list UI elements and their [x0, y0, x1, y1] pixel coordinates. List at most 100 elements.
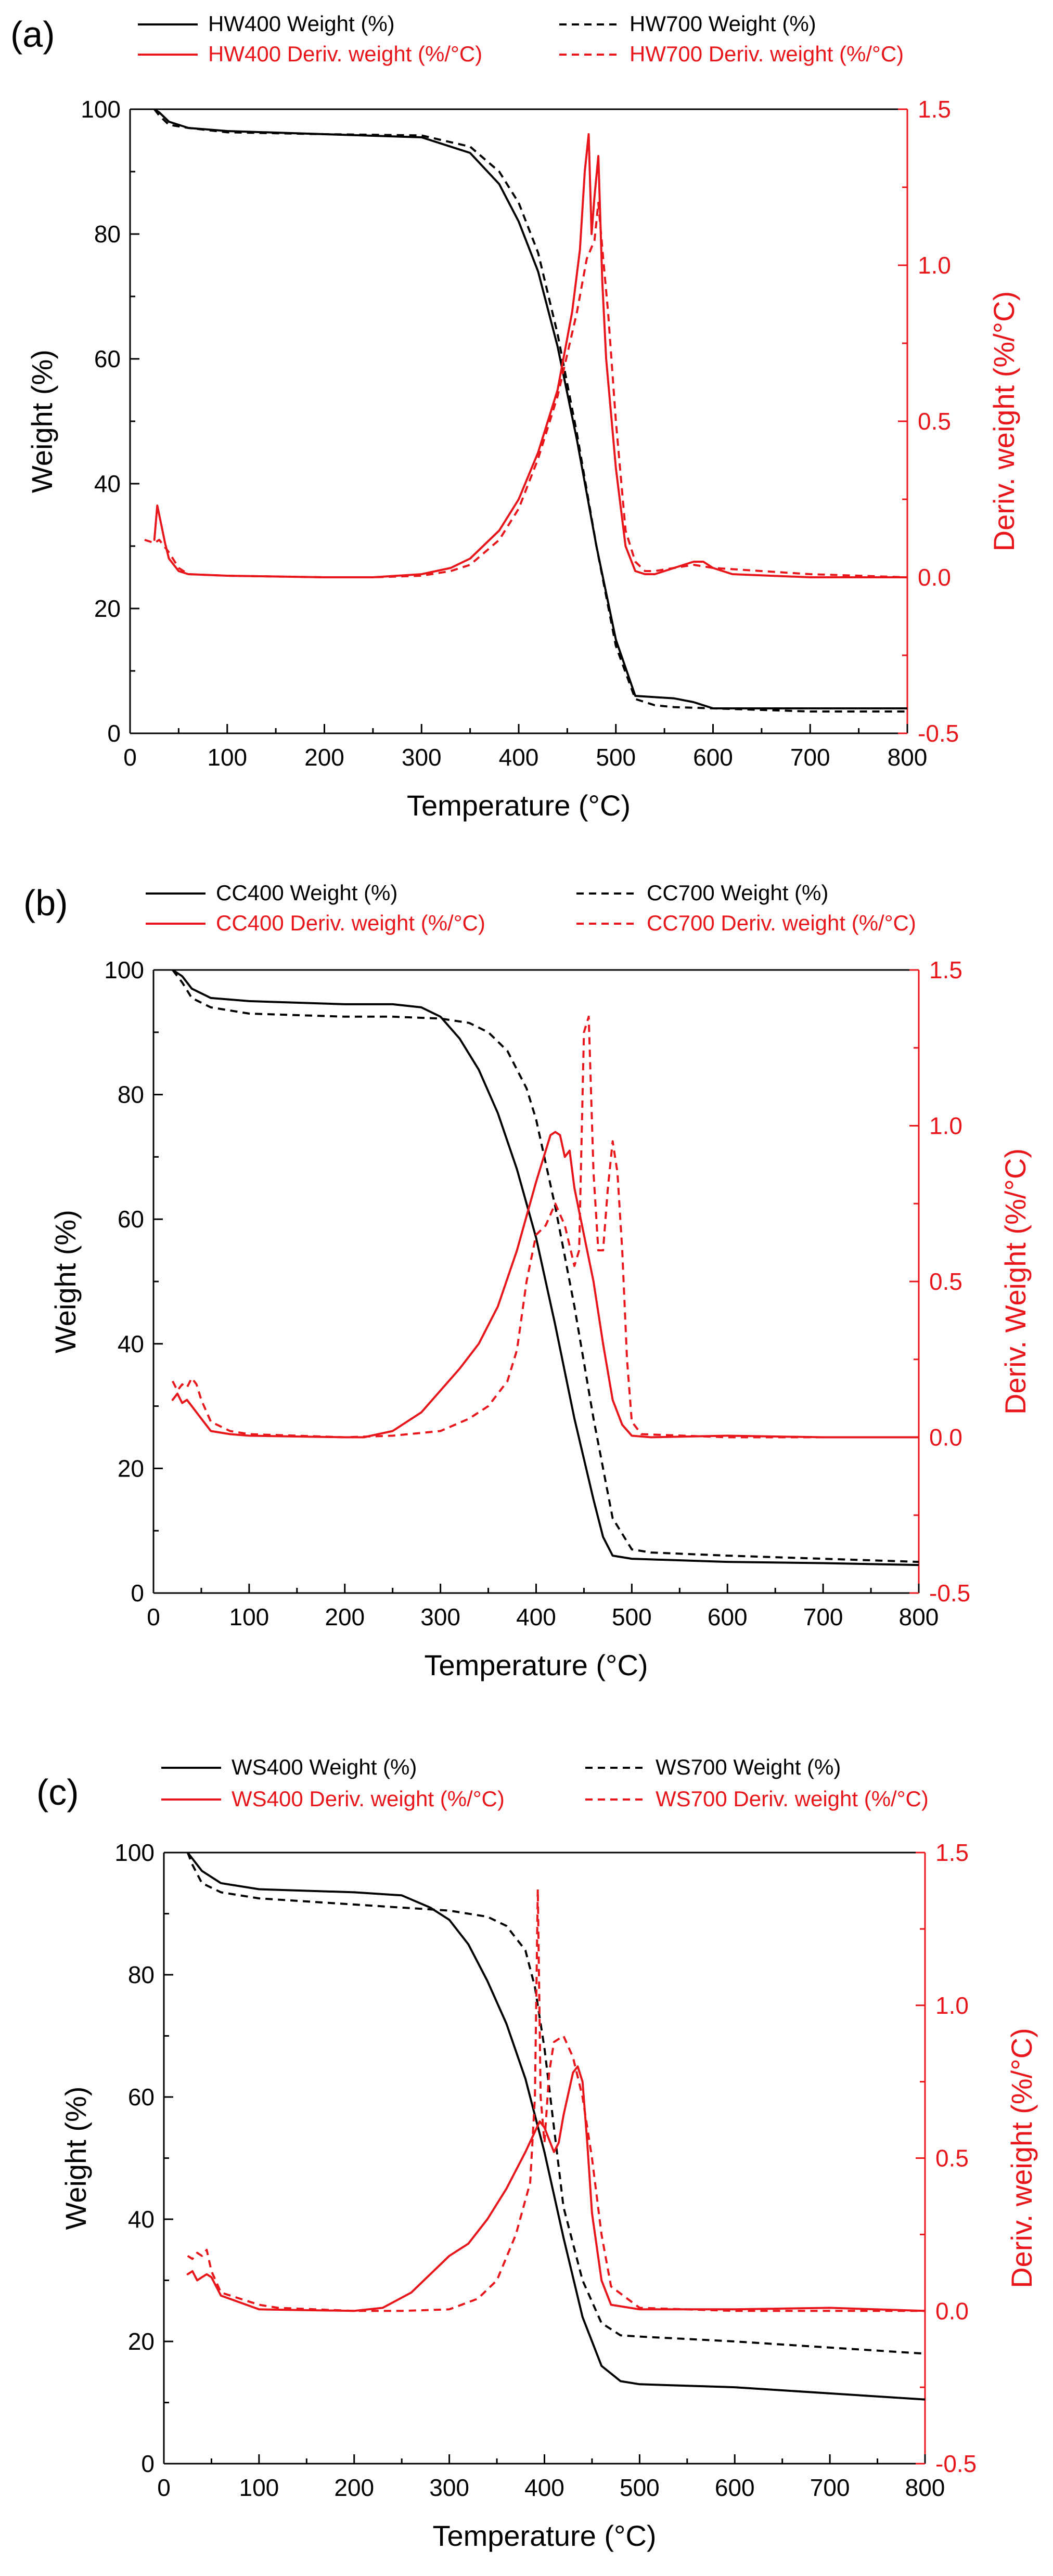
x-tick-label: 700 — [810, 2474, 850, 2501]
panel-label: (a) — [10, 14, 55, 55]
series-line-hw400-weight- — [153, 109, 907, 709]
y2-tick-label: 1.0 — [918, 252, 951, 279]
legend-label: WS700 Weight (%) — [656, 1755, 841, 1779]
legend: WS400 Weight (%) WS700 Weight (%) WS400 De… — [161, 1755, 929, 1811]
y-tick-label: 60 — [94, 345, 121, 372]
legend-label: HW700 Deriv. weight (%/°C) — [630, 42, 904, 66]
legend: CC400 Weight (%) CC700 Weight (%) CC400 De… — [146, 881, 916, 935]
y-axis-title: Weight (%) — [59, 2087, 92, 2230]
series-line-cc400-deriv-weight-c- — [171, 1131, 919, 1439]
x-tick-label: 200 — [325, 1603, 365, 1630]
x-tick-label: 500 — [620, 2474, 660, 2501]
y-tick-label: 40 — [94, 470, 121, 497]
legend-label: CC400 Weight (%) — [216, 881, 397, 905]
y2-tick-label: 0.5 — [935, 2145, 969, 2172]
x-axis-title: Temperature (°C) — [432, 2519, 656, 2552]
x-tick-label: 500 — [612, 1603, 652, 1630]
x-tick-label: 300 — [429, 2474, 469, 2501]
x-tick-label: 0 — [123, 744, 137, 771]
x-tick-label: 400 — [524, 2474, 564, 2501]
series-line-hw400-deriv-weight-c- — [153, 133, 907, 578]
series-line-hw700-deriv-weight-c- — [144, 202, 907, 578]
y-tick-label: 0 — [107, 720, 121, 747]
y2-tick-label: 1.5 — [918, 96, 951, 123]
y2-tick-label: -0.5 — [929, 1580, 970, 1607]
y-tick-label: 20 — [118, 1455, 144, 1482]
legend-label: WS400 Weight (%) — [232, 1755, 417, 1779]
y2-tick-label: 1.5 — [935, 1839, 969, 1866]
x-tick-label: 800 — [899, 1603, 939, 1630]
legend: HW400 Weight (%) HW700 Weight (%) HW400 De… — [138, 11, 904, 66]
y-tick-label: 100 — [104, 956, 144, 983]
x-tick-label: 700 — [790, 744, 830, 771]
series-line-cc400-weight- — [171, 970, 919, 1567]
series-line-cc700-deriv-weight-c- — [172, 1015, 919, 1439]
x-tick-label: 0 — [157, 2474, 171, 2501]
y2-tick-label: 0.5 — [918, 408, 951, 435]
x-tick-label: 400 — [516, 1603, 556, 1630]
chart-panel-3: (c) 0 100 200 300 400 500 600 700 800 0 20 40 60 80 100… — [36, 1755, 1038, 2552]
series-line-ws700-weight- — [186, 1853, 925, 2355]
series-line-ws700-deriv-weight-c- — [187, 1888, 925, 2312]
legend-label: WS700 Deriv. weight (%/°C) — [656, 1787, 929, 1811]
legend-label: CC700 Deriv. weight (%/°C) — [647, 911, 916, 935]
series-line-ws400-deriv-weight-c- — [186, 2065, 925, 2312]
x-tick-label: 600 — [708, 1603, 748, 1630]
chart-panel-1: (a) 0 100 200 300 400 500 600 700 800 0 20 40 60 80 100… — [10, 11, 1020, 822]
y2-tick-label: 0.0 — [918, 564, 951, 591]
panel-label: (b) — [23, 883, 68, 923]
y-tick-label: 80 — [118, 1081, 144, 1108]
x-tick-label: 800 — [888, 744, 928, 771]
y-tick-label: 20 — [94, 595, 121, 622]
series-line-ws400-weight- — [186, 1853, 925, 2401]
y2-tick-label: -0.5 — [935, 2450, 977, 2477]
y2-tick-label: 1.5 — [929, 956, 962, 983]
series-line-hw700-weight- — [153, 109, 907, 713]
series-line-cc700-weight- — [172, 970, 919, 1563]
x-tick-label: 600 — [715, 2474, 755, 2501]
y2-tick-label: 1.0 — [929, 1112, 962, 1140]
y-tick-label: 100 — [114, 1839, 155, 1866]
x-tick-label: 100 — [239, 2474, 279, 2501]
y-tick-label: 20 — [128, 2328, 155, 2355]
y2-tick-label: 0.0 — [935, 2297, 969, 2324]
panel-label: (c) — [36, 1772, 79, 1813]
x-tick-label: 400 — [499, 744, 539, 771]
plot-area — [144, 109, 907, 713]
legend-label: HW400 Weight (%) — [208, 11, 395, 36]
y-tick-label: 60 — [118, 1206, 144, 1233]
x-tick-label: 200 — [334, 2474, 374, 2501]
y-tick-label: 40 — [118, 1330, 144, 1357]
y-tick-label: 40 — [128, 2206, 155, 2233]
x-tick-label: 0 — [147, 1603, 160, 1630]
x-axis-title: Temperature (°C) — [407, 789, 631, 822]
x-axis-title: Temperature (°C) — [424, 1649, 648, 1681]
x-tick-label: 100 — [207, 744, 247, 771]
y2-tick-label: 0.0 — [929, 1424, 962, 1451]
x-tick-label: 700 — [803, 1603, 843, 1630]
y2-axis-title: Deriv. Weight (%/°C) — [999, 1148, 1032, 1415]
x-tick-label: 300 — [402, 744, 442, 771]
y2-tick-label: 0.5 — [929, 1268, 962, 1295]
y-tick-label: 80 — [128, 1961, 155, 1988]
y-tick-label: 60 — [128, 2083, 155, 2111]
legend-label: HW700 Weight (%) — [630, 11, 816, 36]
y-tick-label: 0 — [141, 2450, 155, 2477]
y-tick-label: 80 — [94, 221, 121, 248]
x-tick-label: 600 — [693, 744, 733, 771]
x-tick-label: 500 — [596, 744, 636, 771]
legend-label: CC400 Deriv. weight (%/°C) — [216, 911, 485, 935]
plot-area — [171, 970, 919, 1567]
y-tick-label: 0 — [131, 1580, 144, 1607]
y2-tick-label: -0.5 — [918, 720, 959, 747]
y-axis-title: Weight (%) — [49, 1210, 82, 1353]
legend-label: HW400 Deriv. weight (%/°C) — [208, 42, 482, 66]
x-tick-label: 200 — [304, 744, 344, 771]
legend-label: CC700 Weight (%) — [647, 881, 828, 905]
plot-area — [186, 1853, 925, 2401]
y2-axis-title: Deriv. weight (%/°C) — [987, 291, 1020, 552]
x-tick-label: 100 — [229, 1603, 269, 1630]
y2-tick-label: 1.0 — [935, 1992, 969, 2019]
legend-label: WS400 Deriv. weight (%/°C) — [232, 1787, 505, 1811]
